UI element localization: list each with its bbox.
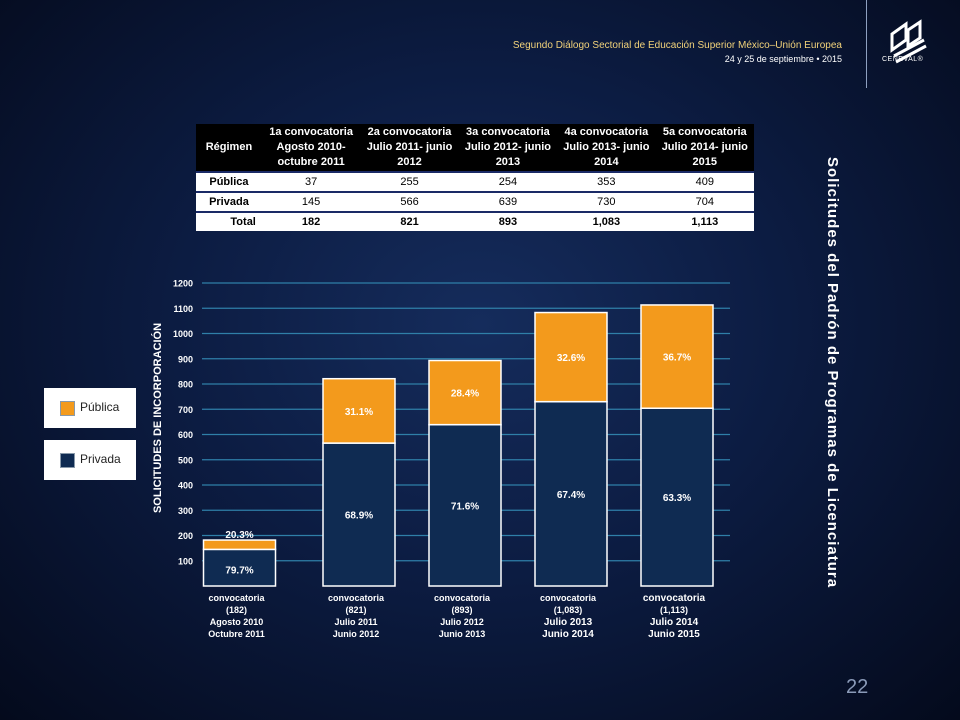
- table-row-total: Total 182 821 893 1,083 1,113: [196, 211, 754, 231]
- data-label-privada: 67.4%: [557, 490, 585, 501]
- x-tick-label: convocatoria: [434, 593, 491, 603]
- table-cell: 255: [360, 171, 459, 192]
- slide-header: Segundo Diálogo Sectorial de Educación S…: [513, 40, 842, 64]
- table-cell: 566: [360, 191, 459, 212]
- slide-title: Solicitudes del Padrón de Programas de L…: [824, 157, 841, 589]
- x-tick-label: (893): [451, 605, 472, 615]
- y-tick-label: 1000: [173, 329, 193, 339]
- table-cell: 145: [261, 191, 361, 212]
- table-cell: 1,113: [655, 211, 754, 231]
- data-label-privada: 63.3%: [663, 493, 691, 504]
- y-tick-label: 400: [178, 481, 193, 491]
- x-tick-label: (821): [345, 605, 366, 615]
- y-tick-label: 900: [178, 354, 193, 364]
- legend-label: Privada: [80, 452, 121, 466]
- x-tick-label: convocatoria: [208, 593, 265, 603]
- bar-publica: [534, 311, 608, 403]
- event-date: 24 y 25 de septiembre • 2015: [724, 54, 842, 64]
- bar-privada: [640, 407, 714, 587]
- table-cell: 1,083: [557, 211, 656, 231]
- x-tick-label: convocatoria: [540, 593, 597, 603]
- x-tick-label: Julio 2011: [334, 617, 377, 627]
- x-tick-label: convocatoria: [643, 593, 706, 604]
- table-cell: 704: [655, 191, 754, 212]
- table-cell: 821: [360, 211, 459, 231]
- x-tick-label: Junio 2013: [439, 629, 486, 639]
- data-label-publica: 36.7%: [663, 353, 691, 364]
- table-header-row: Régimen 1a convocatoria Agosto 2010- oct…: [196, 124, 754, 172]
- y-axis-label: SOLICITUDES DE INCORPORACIÓN: [151, 323, 164, 513]
- table-row: Privada 145 566 639 730 704: [196, 191, 754, 212]
- table-header-cell: 3a convocatoria Julio 2012- junio 2013: [458, 124, 558, 172]
- table-cell: Privada: [196, 191, 262, 212]
- data-label-privada: 68.9%: [345, 511, 373, 522]
- logo-text: CENEVAL®: [882, 56, 924, 63]
- header-divider: [866, 0, 867, 88]
- page-number: 22: [846, 676, 869, 698]
- x-tick-label: convocatoria: [328, 593, 385, 603]
- y-tick-label: 200: [178, 531, 193, 541]
- table-cell: 893: [458, 211, 558, 231]
- legend-item-publica: Pública: [44, 388, 136, 428]
- data-label-publica: 20.3%: [225, 530, 253, 541]
- data-label-publica: 31.1%: [345, 407, 373, 418]
- table-cell: 182: [261, 211, 361, 231]
- table-header-cell: 2a convocatoria Julio 2011- junio 2012: [360, 124, 459, 172]
- legend-label: Pública: [80, 400, 120, 414]
- data-label-publica: 32.6%: [557, 353, 585, 364]
- table-header-cell: Régimen: [196, 124, 262, 172]
- y-tick-label: 300: [178, 506, 193, 516]
- bar-publica: [202, 539, 277, 551]
- x-tick-label: Octubre 2011: [208, 629, 265, 639]
- bar-publica: [322, 377, 396, 444]
- bar-privada: [534, 400, 608, 587]
- data-label-publica: 28.4%: [451, 389, 479, 400]
- x-tick-label: Junio 2014: [542, 629, 594, 640]
- table-cell: 639: [458, 191, 558, 212]
- x-tick-label: Junio 2012: [333, 629, 380, 639]
- bar-publica: [428, 359, 502, 426]
- x-tick-label: (1,083): [554, 605, 583, 615]
- table-cell: 409: [655, 171, 754, 192]
- bar-privada: [428, 423, 502, 587]
- solicitudes-table: Régimen 1a convocatoria Agosto 2010- oct…: [196, 124, 754, 231]
- y-tick-label: 500: [178, 455, 193, 465]
- y-tick-label: 700: [178, 405, 193, 415]
- table-cell: 254: [458, 171, 558, 192]
- table-header-cell: 4a convocatoria Julio 2013- junio 2014: [557, 124, 656, 172]
- data-label-privada: 79.7%: [225, 565, 253, 576]
- y-tick-label: 800: [178, 380, 193, 390]
- legend-swatch-publica: [60, 401, 75, 416]
- event-title: Segundo Diálogo Sectorial de Educación S…: [512, 40, 842, 51]
- bar-privada: [322, 442, 396, 587]
- x-tick-label: Agosto 2010: [210, 617, 264, 627]
- x-tick-label: Julio 2012: [440, 617, 484, 627]
- ceneval-logo-icon: [890, 19, 927, 64]
- x-tick-label: (1,113): [660, 605, 688, 615]
- y-tick-label: 1200: [173, 279, 193, 289]
- y-tick-label: 100: [178, 556, 193, 566]
- y-tick-label: 1100: [173, 304, 193, 314]
- data-label-privada: 71.6%: [451, 501, 479, 512]
- y-tick-label: 600: [178, 430, 193, 440]
- table-cell: 37: [261, 171, 361, 192]
- table-cell: 353: [557, 171, 656, 192]
- x-tick-label: Julio 2013: [544, 617, 593, 628]
- x-tick-label: (182): [226, 605, 247, 615]
- table-row: Pública 37 255 254 353 409: [196, 171, 754, 192]
- x-tick-label: Junio 2015: [648, 629, 700, 640]
- x-tick-label: Julio 2014: [650, 617, 699, 628]
- table-header-cell: 5a convocatoria Julio 2014- junio 2015: [655, 124, 754, 172]
- bar-privada: [202, 548, 277, 587]
- bar-publica: [640, 304, 714, 409]
- legend-item-privada: Privada: [44, 440, 136, 480]
- table-cell: Pública: [196, 171, 262, 192]
- table-cell: Total: [196, 211, 262, 231]
- table-header-cell: 1a convocatoria Agosto 2010- octubre 201…: [261, 124, 361, 172]
- table-cell: 730: [557, 191, 656, 212]
- legend-swatch-privada: [60, 453, 75, 468]
